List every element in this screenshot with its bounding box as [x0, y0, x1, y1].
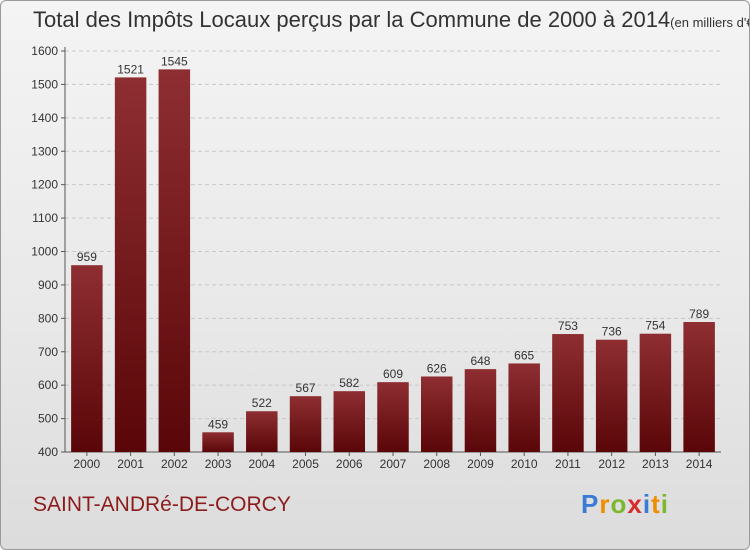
bar-2008 [420, 376, 453, 452]
data-label-2007: 609 [383, 367, 403, 381]
y-axis: 400 500 600 700 800 900 1000 1100 1200 1300 1400 15… [31, 44, 66, 459]
y-tick-label: 700 [38, 345, 58, 359]
data-label-2001: 1521 [117, 62, 144, 76]
bar-2004 [246, 411, 278, 452]
bar-2009 [464, 369, 497, 452]
y-tick-label: 1600 [31, 44, 58, 58]
x-tick-label: 2009 [467, 457, 494, 471]
chart-title-unit: (en milliers d'€) [670, 15, 750, 30]
data-label-2005: 567 [296, 381, 316, 395]
bar-series [71, 69, 715, 453]
commune-name: SAINT-ANDRé-DE-CORCY [33, 493, 291, 516]
data-label-2010: 665 [514, 348, 534, 362]
y-tick-label: 1000 [31, 245, 58, 259]
logo-letter: r [599, 489, 611, 519]
x-axis: 2000 2001 2002 2003 2004 2005 2006 2007 2008 2009… [65, 451, 721, 471]
bar-2006 [333, 391, 366, 452]
data-label-2012: 736 [602, 325, 622, 339]
data-label-2004: 522 [252, 396, 272, 410]
y-tick-label: 1300 [31, 144, 58, 158]
y-tick-label: 900 [38, 278, 58, 292]
x-tick-label: 2002 [161, 457, 188, 471]
x-tick-label: 2005 [292, 457, 319, 471]
y-tick-label: 1200 [31, 178, 58, 192]
data-label-2000: 959 [77, 250, 97, 264]
x-tick-label: 2014 [686, 457, 713, 471]
logo-letter: i [642, 489, 652, 519]
bar-2003 [202, 432, 234, 452]
logo-letter: t [651, 489, 661, 519]
y-tick-label: 1400 [31, 111, 58, 125]
logo-letter: i [660, 489, 669, 519]
data-label-2008: 626 [427, 361, 447, 375]
data-label-2006: 582 [339, 376, 359, 390]
data-label-2013: 754 [645, 319, 665, 333]
logo-letter: x [627, 489, 643, 519]
bar-2002 [158, 69, 191, 453]
y-tick-label: 600 [38, 378, 58, 392]
data-labels: 959 1521 1545 459 522 567 582 609 626 648 665 753 73… [77, 54, 710, 431]
chart-title: Total des Impôts Locaux perçus par la Co… [33, 7, 750, 33]
x-tick-label: 2003 [205, 457, 232, 471]
bar-2007 [377, 382, 409, 452]
bar-2013 [639, 333, 672, 452]
x-tick-label: 2006 [336, 457, 363, 471]
chart-title-main: Total des Impôts Locaux perçus par la Co… [33, 7, 671, 32]
bar-2000 [71, 265, 103, 452]
bar-2001 [114, 77, 147, 452]
x-tick-label: 2008 [423, 457, 450, 471]
x-tick-label: 2004 [248, 457, 275, 471]
x-tick-label: 2000 [74, 457, 101, 471]
y-tick-label: 1500 [31, 77, 58, 91]
x-tick-label: 2001 [117, 457, 144, 471]
data-label-2003: 459 [208, 417, 228, 431]
x-tick-label: 2013 [642, 457, 669, 471]
data-label-2009: 648 [470, 354, 490, 368]
data-label-2002: 1545 [161, 54, 188, 68]
x-tick-label: 2012 [598, 457, 625, 471]
x-tick-label: 2007 [380, 457, 407, 471]
logo-letter: o [610, 489, 628, 519]
bar-2010 [508, 363, 540, 452]
data-label-2014: 789 [689, 307, 709, 321]
bar-2012 [595, 339, 628, 452]
y-tick-label: 500 [38, 412, 58, 426]
bar-2011 [552, 334, 584, 452]
bar-2014 [683, 322, 715, 452]
logo-letter: P [581, 489, 600, 519]
proxiti-logo: Proxiti [581, 489, 669, 520]
x-tick-label: 2010 [511, 457, 538, 471]
x-tick-label: 2011 [555, 457, 581, 471]
y-tick-label: 400 [38, 445, 58, 459]
y-tick-label: 800 [38, 311, 58, 325]
bar-2005 [289, 396, 322, 452]
y-tick-label: 1100 [32, 211, 58, 225]
data-label-2011: 753 [558, 319, 578, 333]
